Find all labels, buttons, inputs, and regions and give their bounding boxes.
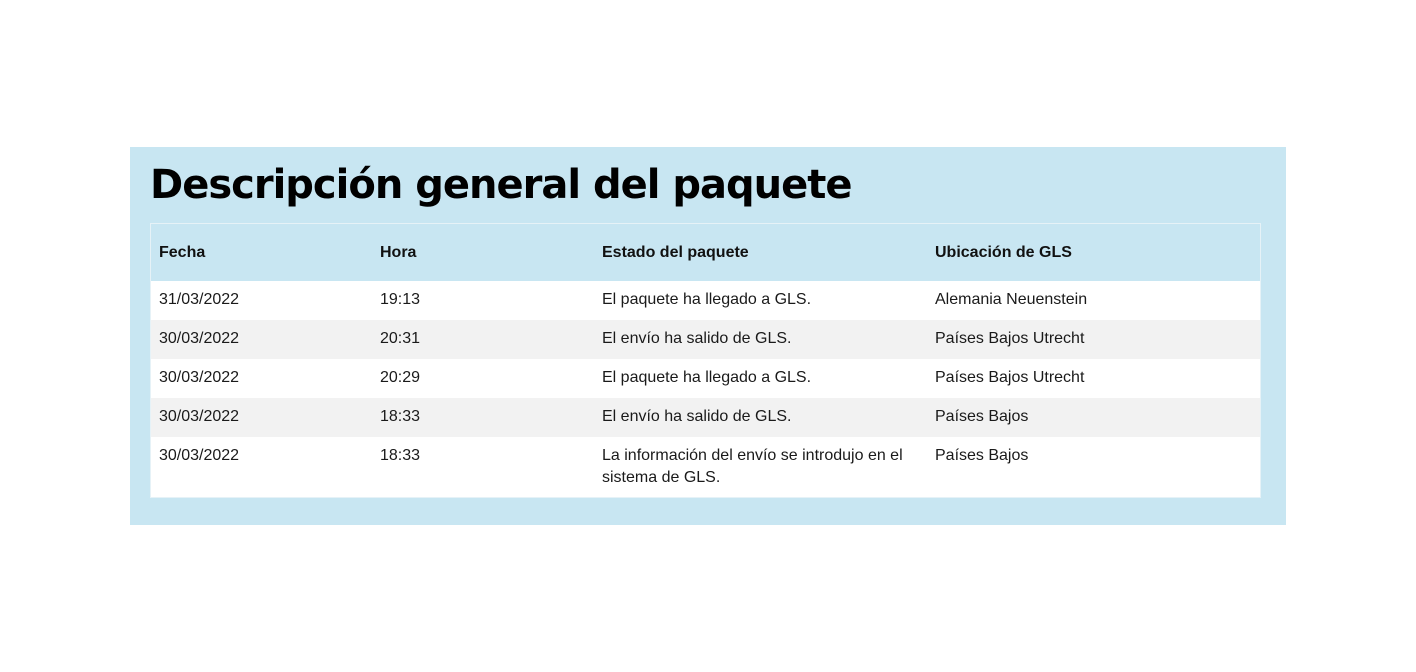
table-header-row: Fecha Hora Estado del paquete Ubicación … bbox=[151, 224, 1260, 281]
cell-fecha: 30/03/2022 bbox=[159, 330, 240, 347]
cell-hora: 20:29 bbox=[380, 369, 421, 386]
cell-hora: 20:31 bbox=[380, 330, 421, 347]
table-header: Fecha Hora Estado del paquete Ubicación … bbox=[151, 224, 1260, 281]
cell-fecha: 30/03/2022 bbox=[159, 408, 240, 425]
cell-ubicacion: Países Bajos bbox=[935, 447, 1029, 464]
cell-ubicacion: Alemania Neuenstein bbox=[935, 291, 1088, 308]
table-row: 30/03/2022 18:33 El envío ha salido de G… bbox=[151, 398, 1260, 437]
cell-fecha: 30/03/2022 bbox=[159, 447, 240, 464]
cell-hora: 19:13 bbox=[380, 291, 421, 308]
column-header-fecha: Fecha bbox=[159, 243, 206, 261]
cell-ubicacion: Países Bajos Utrecht bbox=[935, 330, 1085, 347]
cell-hora: 18:33 bbox=[380, 408, 421, 425]
cell-estado: La información del envío se introdujo en… bbox=[602, 447, 903, 486]
cell-hora: 18:33 bbox=[380, 447, 421, 464]
table-row: 30/03/2022 20:29 El paquete ha llegado a… bbox=[151, 359, 1260, 398]
column-header-hora: Hora bbox=[380, 243, 417, 261]
cell-estado: El paquete ha llegado a GLS. bbox=[602, 369, 812, 386]
table-row: 31/03/2022 19:13 El paquete ha llegado a… bbox=[151, 281, 1260, 320]
cell-estado: El envío ha salido de GLS. bbox=[602, 408, 792, 425]
cell-ubicacion: Países Bajos bbox=[935, 408, 1029, 425]
cell-estado: El paquete ha llegado a GLS. bbox=[602, 291, 812, 308]
cell-estado: El envío ha salido de GLS. bbox=[602, 330, 792, 347]
cell-ubicacion: Países Bajos Utrecht bbox=[935, 369, 1085, 386]
page-title: Descripción general del paquete bbox=[150, 162, 852, 208]
table-body: 31/03/2022 19:13 El paquete ha llegado a… bbox=[151, 281, 1260, 497]
parcel-overview-panel: Descripción general del paquete Fecha Ho… bbox=[130, 147, 1286, 525]
cell-fecha: 30/03/2022 bbox=[159, 369, 240, 386]
tracking-table: Fecha Hora Estado del paquete Ubicación … bbox=[151, 224, 1260, 497]
column-header-ubicacion: Ubicación de GLS bbox=[935, 243, 1072, 261]
tracking-table-container: Fecha Hora Estado del paquete Ubicación … bbox=[150, 223, 1261, 498]
cell-fecha: 31/03/2022 bbox=[159, 291, 240, 308]
column-header-estado: Estado del paquete bbox=[602, 243, 749, 261]
table-row: 30/03/2022 18:33 La información del enví… bbox=[151, 437, 1260, 497]
table-row: 30/03/2022 20:31 El envío ha salido de G… bbox=[151, 320, 1260, 359]
